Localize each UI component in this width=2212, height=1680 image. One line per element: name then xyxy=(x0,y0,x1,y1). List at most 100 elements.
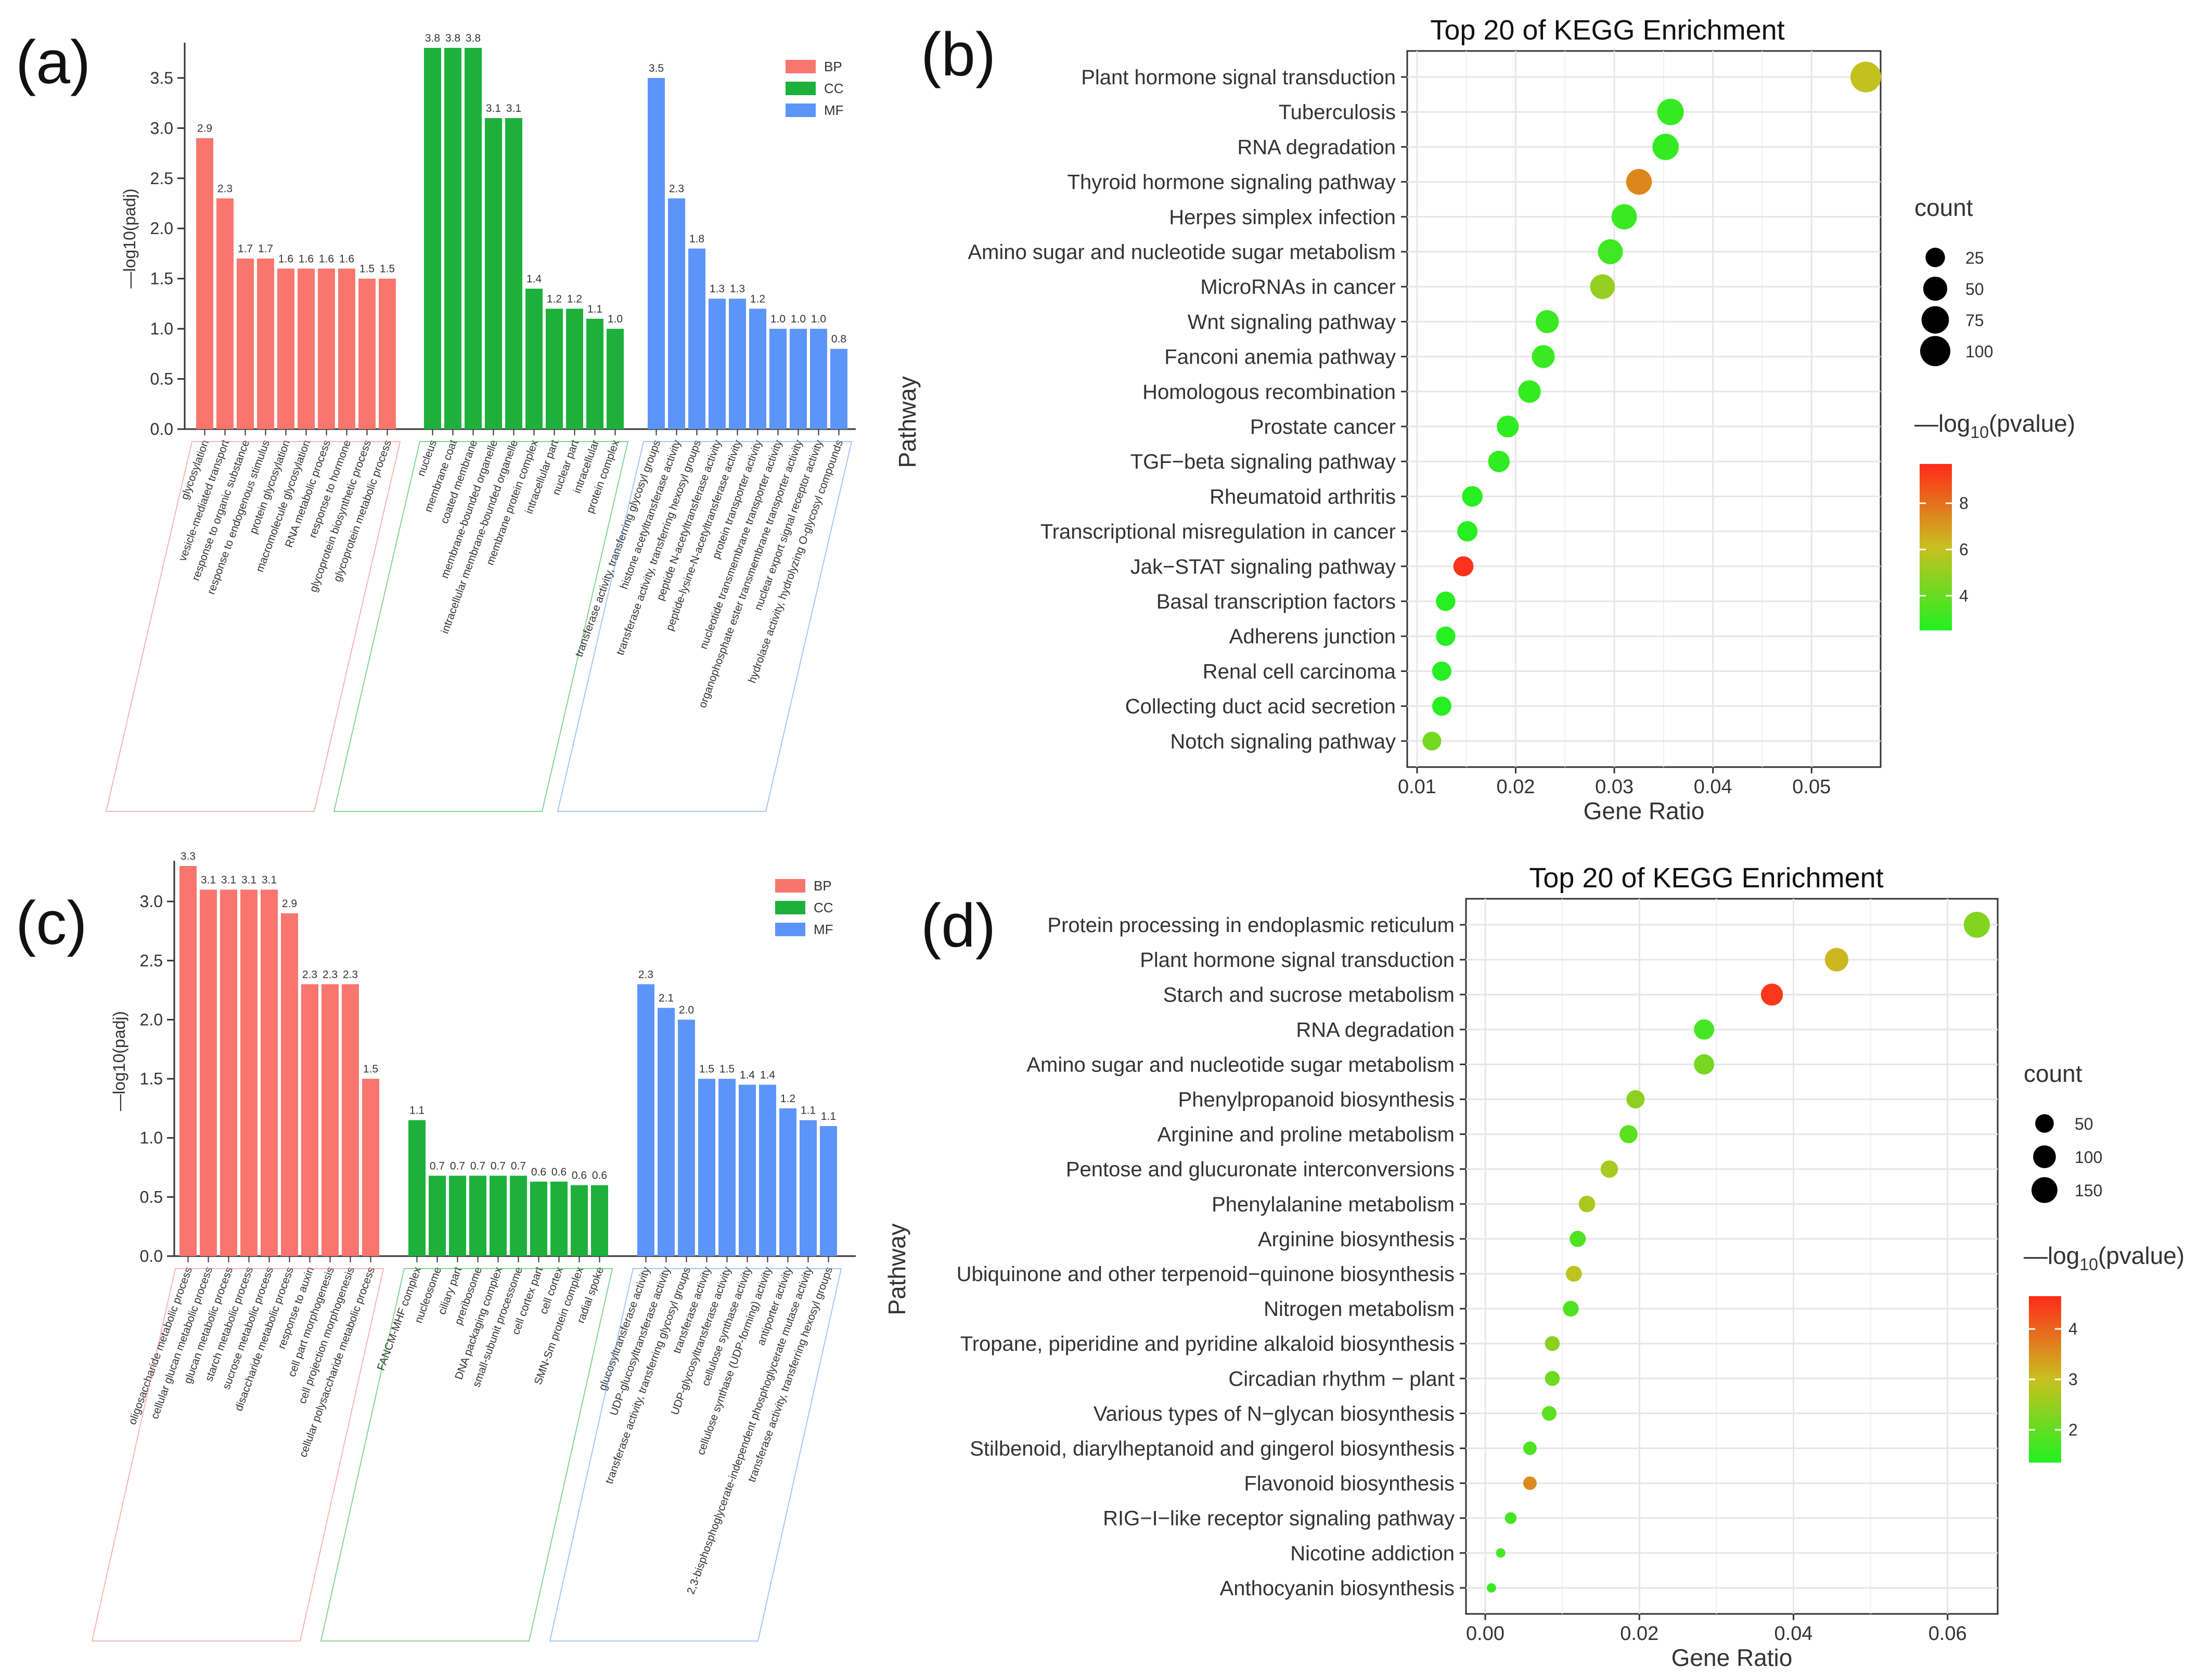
panel-label-a: (a) xyxy=(16,28,91,97)
data-point xyxy=(1432,661,1451,681)
panel-b-dot-plot: Plant hormone signal transduction Tubercu… xyxy=(894,15,2075,824)
bar-value-label: 3.1 xyxy=(262,874,277,886)
data-point xyxy=(1488,450,1510,472)
pathway-label: Basal transcription factors xyxy=(1156,590,1396,613)
pathway-label: Nicotine addiction xyxy=(1290,1542,1455,1565)
bar-bp xyxy=(240,889,258,1256)
bar-value-label: 0.6 xyxy=(551,1166,567,1178)
data-point xyxy=(1523,1476,1537,1490)
data-point xyxy=(1497,415,1519,438)
bar-value-label: 1.3 xyxy=(710,283,725,295)
y-tick-label: 3.0 xyxy=(150,119,173,137)
bar-bp xyxy=(379,278,396,429)
bar-value-label: 1.7 xyxy=(238,243,253,255)
y-tick-label: 2.5 xyxy=(140,951,163,970)
data-point xyxy=(1850,61,1882,93)
bar-value-label: 1.3 xyxy=(730,283,745,295)
bar-value-label: 0.6 xyxy=(572,1170,587,1182)
x-tick-label: 0.04 xyxy=(1694,776,1732,798)
bar-bp xyxy=(298,268,315,429)
pathway-label: Anthocyanin biosynthesis xyxy=(1220,1577,1455,1600)
bar-cc xyxy=(591,1185,608,1256)
bar-value-label: 1.5 xyxy=(363,1063,378,1075)
bar-cc xyxy=(485,118,502,430)
y-axis-label: Pathway xyxy=(894,376,921,468)
bar-bp xyxy=(321,984,339,1256)
bar-mf xyxy=(779,1108,796,1256)
pathway-label: Plant hormone signal transduction xyxy=(1140,949,1455,972)
bar-mf xyxy=(790,329,807,429)
legend-label-cc: CC xyxy=(814,900,833,915)
y-tick-label: 0.0 xyxy=(140,1247,163,1265)
data-point xyxy=(1619,1125,1638,1143)
data-point xyxy=(1626,169,1652,195)
bar-value-label: 1.2 xyxy=(567,293,582,305)
bar-value-label: 3.1 xyxy=(241,874,256,886)
bar-bp xyxy=(342,984,359,1256)
bar-value-label: 1.0 xyxy=(770,313,786,325)
pathway-label: Rheumatoid arthritis xyxy=(1210,485,1396,508)
y-tick-label: 2.0 xyxy=(140,1010,163,1029)
category-group-frame xyxy=(91,1268,384,1642)
bar-mf xyxy=(678,1019,695,1256)
bar-value-label: 0.6 xyxy=(592,1170,607,1182)
legend-label-bp: BP xyxy=(824,59,842,74)
bar-value-label: 1.1 xyxy=(587,303,602,315)
bar-value-label: 3.1 xyxy=(221,874,236,886)
category-group-frame xyxy=(549,1268,842,1642)
bar-value-label: 1.6 xyxy=(278,253,293,265)
pathway-label: Nitrogen metabolism xyxy=(1264,1298,1455,1321)
bar-cc xyxy=(469,1175,486,1256)
data-point xyxy=(1598,239,1623,264)
bar-value-label: 0.6 xyxy=(531,1166,546,1178)
bar-value-label: 1.6 xyxy=(339,253,354,265)
bar-value-label: 1.4 xyxy=(760,1069,776,1081)
legend-swatch-mf xyxy=(786,104,816,117)
legend-swatch-cc xyxy=(786,82,816,95)
y-tick-label: 2.5 xyxy=(150,169,173,188)
y-axis-label: Pathway xyxy=(883,1223,910,1315)
pathway-label: Renal cell carcinoma xyxy=(1203,660,1396,683)
size-legend-label: 75 xyxy=(1965,311,1984,330)
x-tick-label: 0.02 xyxy=(1620,1623,1658,1645)
data-point xyxy=(1563,1300,1579,1317)
size-legend-dot xyxy=(2031,1177,2057,1203)
color-legend-title: —log10(pvalue) xyxy=(1914,410,2075,442)
pathway-label: Pentose and glucuronate interconversions xyxy=(1066,1158,1455,1181)
bar-value-label: 1.8 xyxy=(689,233,704,245)
bar-bp xyxy=(200,889,217,1256)
bar-value-label: 2.3 xyxy=(217,183,233,195)
data-point xyxy=(1626,1090,1645,1109)
x-tick-label: 0.02 xyxy=(1497,776,1535,798)
x-tick-label: 0.03 xyxy=(1595,776,1634,798)
size-legend-dot xyxy=(1921,306,1949,334)
color-legend-title: —log10(pvalue) xyxy=(2024,1242,2184,1274)
panel-d-dot-plot: Protein processing in endoplasmic reticu… xyxy=(883,862,2184,1671)
bar-value-label: 3.1 xyxy=(486,102,501,114)
pathway-label: Thyroid hormone signaling pathway xyxy=(1068,171,1396,194)
data-point xyxy=(1657,98,1684,125)
bar-cc xyxy=(571,1185,588,1256)
chart-title: Top 20 of KEGG Enrichment xyxy=(1430,15,1784,46)
color-legend-tick-label: 2 xyxy=(2068,1420,2078,1439)
size-legend-title: count xyxy=(2024,1060,2082,1087)
pathway-label: Amino sugar and nucleotide sugar metabol… xyxy=(1026,1053,1455,1076)
x-tick-label: 0.06 xyxy=(1928,1623,1967,1645)
bar-cc xyxy=(546,308,563,429)
data-point xyxy=(1536,310,1559,333)
bar-mf xyxy=(810,329,827,429)
bar-bp xyxy=(237,259,254,429)
pathway-label: Tuberculosis xyxy=(1279,101,1396,124)
pathway-label: Herpes simplex infection xyxy=(1169,206,1396,229)
bar-cc xyxy=(505,118,522,430)
data-point xyxy=(1523,1441,1537,1455)
bar-mf xyxy=(769,329,787,429)
bar-mf xyxy=(729,299,746,429)
y-tick-label: 1.5 xyxy=(150,269,173,288)
y-axis-label: —log10(padj) xyxy=(120,188,139,288)
color-legend-tick-label: 8 xyxy=(1959,494,1969,513)
bar-value-label: 1.5 xyxy=(380,263,395,275)
bar-bp xyxy=(318,268,335,429)
y-tick-label: 3.0 xyxy=(140,892,163,911)
bar-value-label: 1.7 xyxy=(258,243,273,255)
